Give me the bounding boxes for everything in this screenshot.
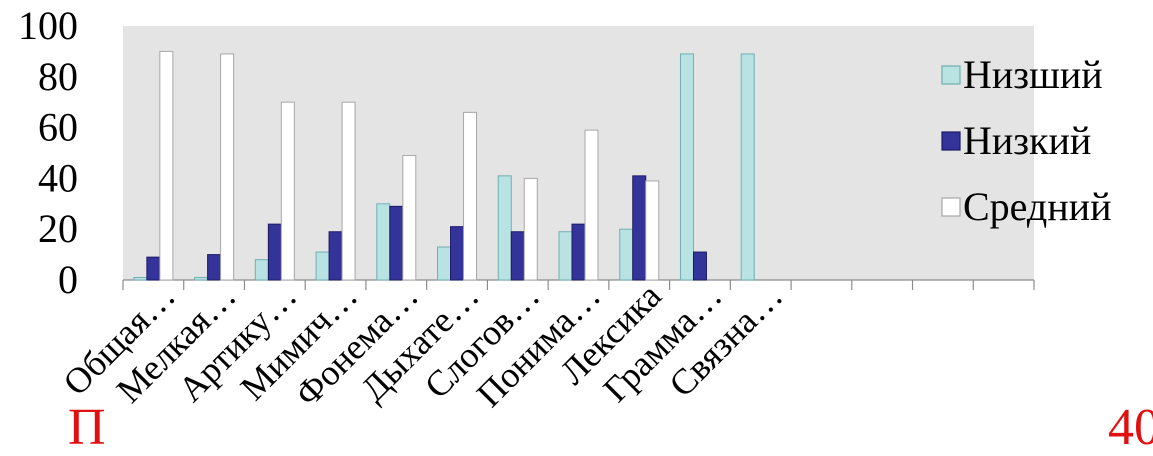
bar-Средний [280, 101, 295, 281]
bar-Средний [645, 180, 660, 281]
bar-Низкий [632, 175, 647, 281]
bar-Низший [558, 231, 573, 281]
legend-label: Низкий [963, 118, 1091, 163]
bar-Низший [679, 53, 694, 281]
bar-Низкий [207, 254, 222, 281]
bar-Низший [133, 276, 148, 281]
bar-Низший [497, 175, 512, 281]
legend: Низший Низкий Средний [941, 52, 1111, 229]
legend-label: Средний [963, 184, 1111, 229]
y-tick-label: 0 [58, 257, 78, 302]
bar-Низший [619, 228, 634, 281]
y-tick-label: 60 [38, 105, 78, 150]
bar-Низкий [510, 231, 525, 281]
legend-swatch [941, 197, 961, 217]
legend-swatch [941, 65, 961, 85]
bar-Средний [584, 129, 599, 281]
bar-Низкий [692, 251, 707, 281]
bar-Средний [220, 53, 235, 281]
y-tick-label: 20 [38, 206, 78, 251]
bar-Средний [159, 50, 174, 281]
legend-label: Низший [963, 52, 1103, 97]
bar-Низкий [571, 223, 586, 281]
bar-Низший [254, 259, 269, 281]
y-tick-label: 80 [38, 54, 78, 99]
footer-text-left: П [68, 399, 106, 456]
bars [133, 50, 755, 281]
x-axis: Общая…Мелкая…Артику…Мимич…Фонема…Дыхате…… [55, 275, 1035, 415]
footer-text-right: 40 [1108, 399, 1153, 456]
y-tick-label: 100 [18, 3, 78, 48]
bar-Низший [740, 53, 755, 281]
bar-Средний [402, 155, 417, 281]
bar-Средний [523, 177, 538, 281]
bar-Низкий [328, 231, 343, 281]
bar-Низший [315, 251, 330, 281]
bar-Низший [376, 203, 391, 281]
bar-Низкий [450, 226, 465, 281]
bar-Низкий [146, 256, 161, 281]
y-axis: 0 20 40 60 80 100 [18, 3, 78, 302]
bar-chart: 0 20 40 60 80 100 Общая…Мелкая…Артику…Мимич…Ф… [18, 3, 1111, 415]
bar-Средний [341, 101, 356, 281]
bar-Низкий [267, 223, 282, 281]
bar-Низкий [389, 205, 404, 281]
bar-Низший [437, 246, 452, 281]
legend-swatch [941, 131, 961, 151]
bar-Средний [463, 111, 478, 281]
y-tick-label: 40 [38, 155, 78, 200]
bar-Низший [194, 276, 209, 281]
